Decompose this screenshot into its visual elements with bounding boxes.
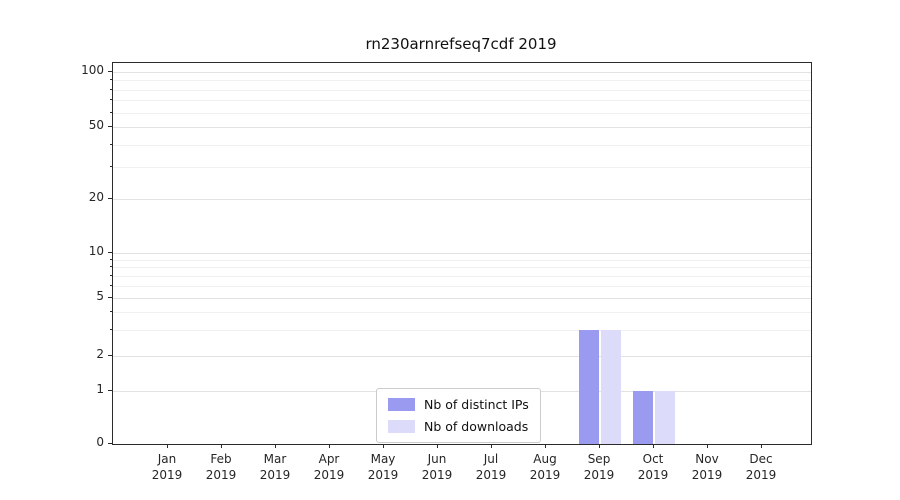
y-minor-tick-mark [110, 112, 112, 113]
y-tick-mark [108, 355, 112, 356]
legend-item: Nb of downloads [388, 419, 529, 434]
y-minor-tick-mark [110, 311, 112, 312]
y-minor-tick-mark [110, 144, 112, 145]
gridline-minor [113, 113, 811, 114]
y-minor-tick-mark [110, 89, 112, 90]
plot-area [112, 62, 812, 445]
bar-nb-of-distinct-ips [579, 330, 599, 444]
x-tick-label: Nov 2019 [691, 452, 723, 483]
x-tick-mark [491, 444, 492, 448]
y-minor-tick-mark [110, 166, 112, 167]
gridline-minor [113, 286, 811, 287]
x-tick-label: Sep 2019 [583, 452, 615, 483]
x-tick-mark [437, 444, 438, 448]
legend-swatch-downloads [388, 420, 415, 433]
gridline-major [113, 298, 811, 299]
gridline-minor [113, 330, 811, 331]
x-tick-label: Oct 2019 [637, 452, 669, 483]
bar-nb-of-distinct-ips [633, 391, 653, 444]
x-tick-mark [167, 444, 168, 448]
y-minor-tick-mark [110, 275, 112, 276]
x-tick-mark [599, 444, 600, 448]
legend: Nb of distinct IPs Nb of downloads [376, 388, 541, 443]
y-tick-label: 10 [88, 244, 104, 258]
y-tick-label: 20 [88, 190, 104, 204]
gridline-major [113, 253, 811, 254]
y-minor-tick-mark [110, 329, 112, 330]
x-tick-label: Jan 2019 [151, 452, 183, 483]
x-tick-mark [653, 444, 654, 448]
gridline-minor [113, 100, 811, 101]
legend-swatch-distinct-ips [388, 398, 415, 411]
gridline-minor [113, 80, 811, 81]
y-tick-label: 1 [96, 382, 104, 396]
x-tick-label: Dec 2019 [745, 452, 777, 483]
chart-title: rn230arnrefseq7cdf 2019 [365, 35, 557, 53]
y-tick-mark [108, 390, 112, 391]
gridline-major [113, 199, 811, 200]
y-tick-mark [108, 198, 112, 199]
gridline-minor [113, 312, 811, 313]
y-tick-mark [108, 297, 112, 298]
x-tick-label: Apr 2019 [313, 452, 345, 483]
x-tick-mark [545, 444, 546, 448]
bar-nb-of-downloads [601, 330, 621, 444]
y-minor-tick-mark [110, 266, 112, 267]
y-minor-tick-mark [110, 259, 112, 260]
y-minor-tick-mark [110, 79, 112, 80]
y-tick-label: 5 [96, 289, 104, 303]
gridline-minor [113, 145, 811, 146]
gridline-major [113, 127, 811, 128]
y-tick-mark [108, 252, 112, 253]
gridline-minor [113, 260, 811, 261]
y-minor-tick-mark [110, 99, 112, 100]
x-tick-mark [761, 444, 762, 448]
y-tick-label: 0 [96, 435, 104, 449]
legend-item: Nb of distinct IPs [388, 397, 529, 412]
y-tick-mark [108, 71, 112, 72]
gridline-major [113, 356, 811, 357]
x-tick-label: Jul 2019 [475, 452, 507, 483]
gridline-minor [113, 267, 811, 268]
x-tick-label: Feb 2019 [205, 452, 237, 483]
x-tick-label: Aug 2019 [529, 452, 561, 483]
y-tick-label: 2 [96, 347, 104, 361]
x-tick-mark [707, 444, 708, 448]
legend-label-downloads: Nb of downloads [424, 419, 529, 434]
x-tick-mark [221, 444, 222, 448]
y-tick-mark [108, 126, 112, 127]
bar-nb-of-downloads [655, 391, 675, 444]
x-tick-mark [329, 444, 330, 448]
y-minor-tick-mark [110, 285, 112, 286]
legend-label-distinct-ips: Nb of distinct IPs [424, 397, 529, 412]
gridline-minor [113, 276, 811, 277]
y-tick-mark [108, 443, 112, 444]
gridline-major [113, 72, 811, 73]
x-tick-label: May 2019 [367, 452, 399, 483]
x-tick-mark [383, 444, 384, 448]
x-tick-label: Jun 2019 [421, 452, 453, 483]
gridline-minor [113, 167, 811, 168]
y-tick-label: 50 [88, 118, 104, 132]
gridline-minor [113, 90, 811, 91]
x-tick-mark [275, 444, 276, 448]
x-tick-label: Mar 2019 [259, 452, 291, 483]
y-tick-label: 100 [81, 63, 104, 77]
